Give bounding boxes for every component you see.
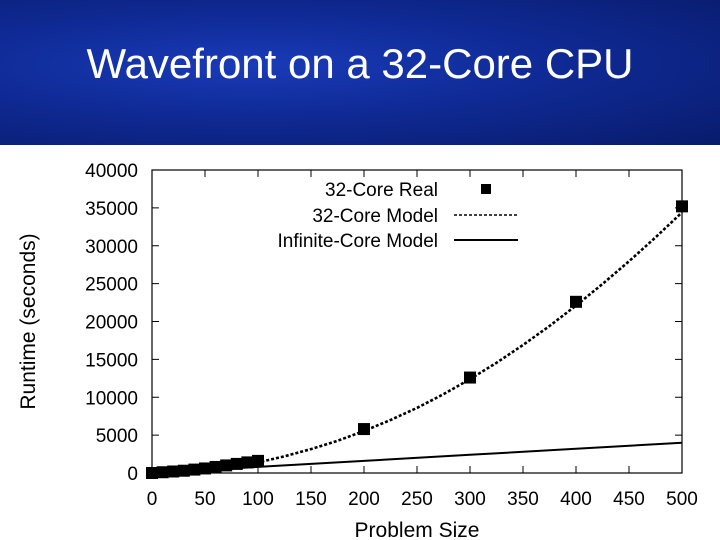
legend-label: 32-Core Real <box>325 180 438 201</box>
x-tick-label: 50 <box>194 489 215 510</box>
x-tick-label: 100 <box>242 489 274 510</box>
y-tick-label: 35000 <box>85 199 138 220</box>
x-tick-label: 300 <box>454 489 486 510</box>
x-tick-label: 200 <box>348 489 380 510</box>
x-tick-label: 500 <box>666 489 698 510</box>
x-tick-label: 250 <box>401 489 433 510</box>
model-32-core-line <box>151 211 683 475</box>
y-tick-label: 20000 <box>85 313 138 334</box>
y-tick-label: 25000 <box>85 275 138 296</box>
y-tick-label: 40000 <box>85 161 138 182</box>
y-tick-label: 5000 <box>96 426 138 447</box>
x-axis-title: Problem Size <box>355 519 480 540</box>
real-data-point <box>209 460 222 473</box>
runtime-chart: 0500010000150002000025000300003500040000… <box>17 161 698 540</box>
x-tick-label: 150 <box>295 489 327 510</box>
x-tick-label: 400 <box>560 489 592 510</box>
slide-title: Wavefront on a 32-Core CPU <box>86 40 634 87</box>
legend-marker-square <box>481 184 491 194</box>
y-axis-title: Runtime (seconds) <box>17 233 40 409</box>
real-data-point <box>676 200 688 213</box>
y-tick-label: 30000 <box>85 237 138 258</box>
y-tick-label: 0 <box>127 464 138 485</box>
x-tick-label: 350 <box>507 489 539 510</box>
real-data-point <box>199 462 211 475</box>
real-data-point <box>358 423 370 436</box>
slide-header: Wavefront on a 32-Core CPU <box>0 0 720 145</box>
legend-label: 32-Core Model <box>312 206 438 227</box>
real-data-point <box>252 454 264 467</box>
y-tick-label: 15000 <box>85 350 138 371</box>
legend-label: Infinite-Core Model <box>277 231 438 252</box>
model-infinite-core-line <box>151 441 683 474</box>
x-tick-label: 450 <box>613 489 645 510</box>
y-tick-label: 10000 <box>85 388 138 409</box>
x-tick-label: 0 <box>147 489 158 510</box>
